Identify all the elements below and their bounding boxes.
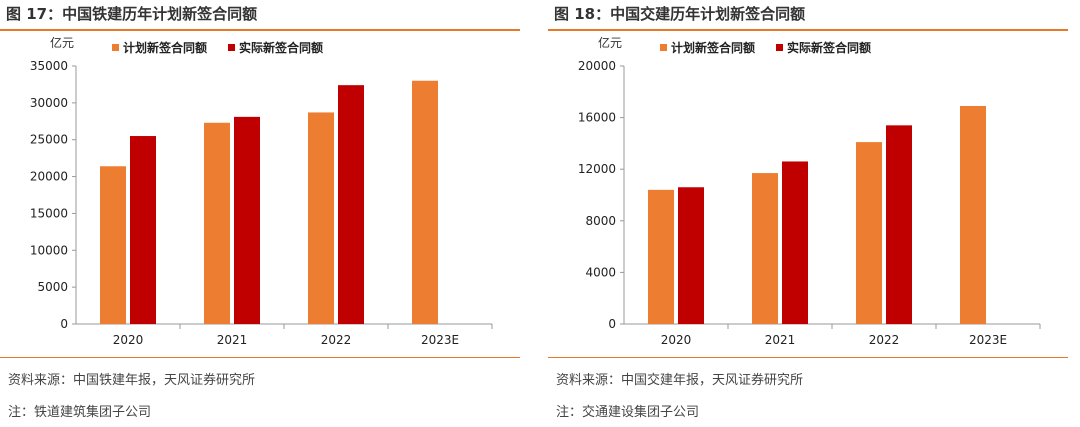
bar-actual	[130, 136, 156, 324]
title-divider	[0, 29, 520, 31]
y-tick-label: 5000	[37, 280, 68, 294]
legend-label: 计划新签合同额	[671, 40, 755, 55]
y-tick-label: 0	[60, 317, 68, 331]
x-tick-label: 2023E	[969, 333, 1007, 347]
bar-actual	[678, 187, 704, 324]
bar-chart-communications: 亿元 计划新签合同额 实际新签合同额 0 4000 8000 12000 16000 20000…	[578, 35, 1041, 347]
legend-swatch	[660, 44, 667, 51]
footnote: 注：交通建设集团子公司	[556, 405, 700, 420]
x-tick-label: 2022	[869, 333, 900, 347]
x-tick-label: 2021	[217, 333, 248, 347]
y-tick-label: 15000	[30, 206, 68, 220]
title-divider	[548, 29, 1068, 31]
bar-planned	[856, 142, 882, 324]
chart-panel-railway: 图 17：中国铁建历年计划新签合同额 亿元 计划新签合同额 实际新签合同额 0 5000…	[0, 0, 520, 427]
legend-label: 实际新签合同额	[787, 40, 871, 55]
y-tick-label: 4000	[585, 265, 616, 279]
chart-panel-communications: 图 18：中国交建历年计划新签合同额 亿元 计划新签合同额 实际新签合同额 0 4000…	[548, 0, 1068, 427]
bar-actual	[338, 85, 364, 324]
y-axis-unit: 亿元	[50, 35, 74, 50]
legend-swatch	[776, 44, 783, 51]
legend-swatch	[228, 44, 235, 51]
y-tick-label: 20000	[578, 59, 616, 73]
source-note: 资料来源：中国铁建年报，天风证券研究所	[8, 373, 256, 388]
bar-planned	[648, 189, 674, 324]
figure-title: 图 18：中国交建历年计划新签合同额	[554, 5, 806, 23]
x-tick-label: 2020	[661, 333, 692, 347]
x-tick-label: 2020	[113, 333, 144, 347]
x-tick-label: 2023E	[421, 333, 459, 347]
y-tick-label: 30000	[30, 96, 68, 110]
x-tick-label: 2022	[321, 333, 352, 347]
bar-actual	[782, 161, 808, 324]
bar-chart-railway: 亿元 计划新签合同额 实际新签合同额 0 5000 10000 15000 20000 2500…	[30, 35, 493, 347]
footer-divider	[0, 357, 520, 358]
y-tick-label: 12000	[578, 162, 616, 176]
y-tick-label: 8000	[585, 214, 616, 228]
footer-divider	[548, 357, 1068, 358]
y-tick-label: 20000	[30, 170, 68, 184]
bar-planned	[412, 80, 438, 324]
bar-planned	[308, 112, 334, 324]
y-tick-label: 25000	[30, 133, 68, 147]
source-note: 资料来源：中国交建年报，天风证券研究所	[556, 373, 804, 388]
bar-planned	[204, 122, 230, 324]
x-tick-label: 2021	[765, 333, 796, 347]
y-tick-label: 0	[608, 317, 616, 331]
bar-actual	[886, 125, 912, 324]
y-tick-label: 16000	[578, 111, 616, 125]
bar-actual	[234, 116, 260, 324]
legend-label: 实际新签合同额	[239, 40, 323, 55]
y-tick-label: 10000	[30, 243, 68, 257]
bar-planned	[960, 105, 986, 325]
bar-planned	[100, 166, 126, 324]
figure-title: 图 17：中国铁建历年计划新签合同额	[6, 5, 258, 23]
y-tick-label: 35000	[30, 59, 68, 73]
y-axis-unit: 亿元	[598, 35, 622, 50]
footnote: 注：铁道建筑集团子公司	[8, 405, 152, 420]
bar-planned	[752, 173, 778, 324]
legend-label: 计划新签合同额	[123, 40, 207, 55]
legend-swatch	[112, 44, 119, 51]
